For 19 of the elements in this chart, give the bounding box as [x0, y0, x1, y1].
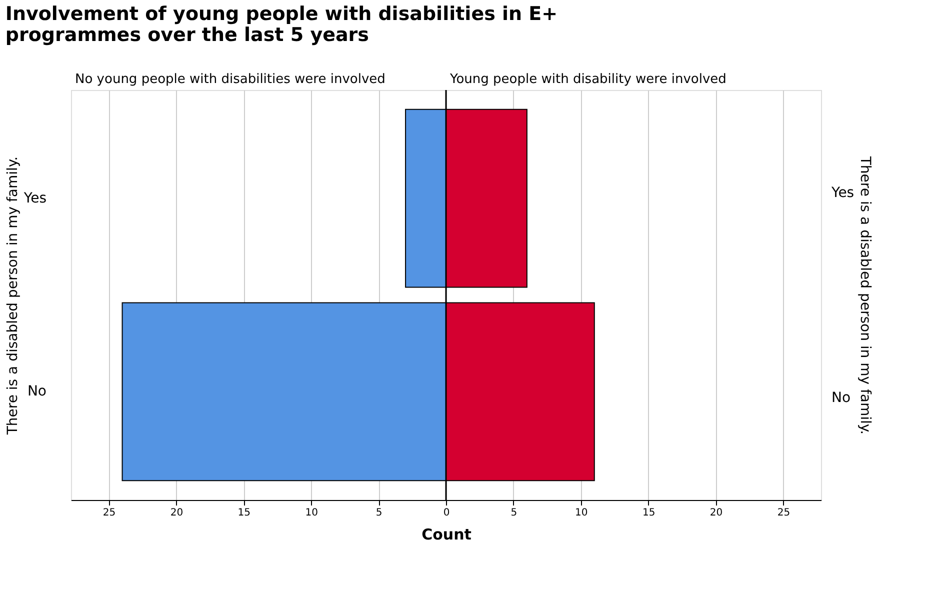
- x-tick-label: 10: [575, 508, 588, 518]
- x-axis-title: Count: [422, 526, 472, 544]
- x-tick-label: 10: [305, 508, 318, 518]
- chart-title: Involvement of young people with disabilities in E+ programmes over the last 5 years: [5, 3, 558, 46]
- y2-axis-title: There is a disabled person in my family.: [857, 155, 874, 435]
- x-tick-label: 20: [710, 508, 723, 518]
- x-tick-label: 20: [170, 508, 184, 518]
- x-tick-label: 0: [443, 508, 450, 518]
- x-tick-label: 15: [238, 508, 251, 518]
- x-tick-label: 25: [777, 508, 790, 518]
- x-tick-label: 15: [642, 508, 656, 518]
- x-tick-label: 5: [510, 508, 518, 518]
- y2-tick-label: Yes: [22, 190, 46, 206]
- y2-tick-label: No: [27, 384, 46, 400]
- y-axis-title: There is a disabled person in my family.: [4, 156, 21, 436]
- x-tick-label: 5: [376, 508, 382, 518]
- text: No young people with disabilities were involved: [75, 72, 386, 87]
- series-label: Young people with disability were involved: [449, 72, 726, 87]
- x-tick-label: 25: [102, 508, 116, 518]
